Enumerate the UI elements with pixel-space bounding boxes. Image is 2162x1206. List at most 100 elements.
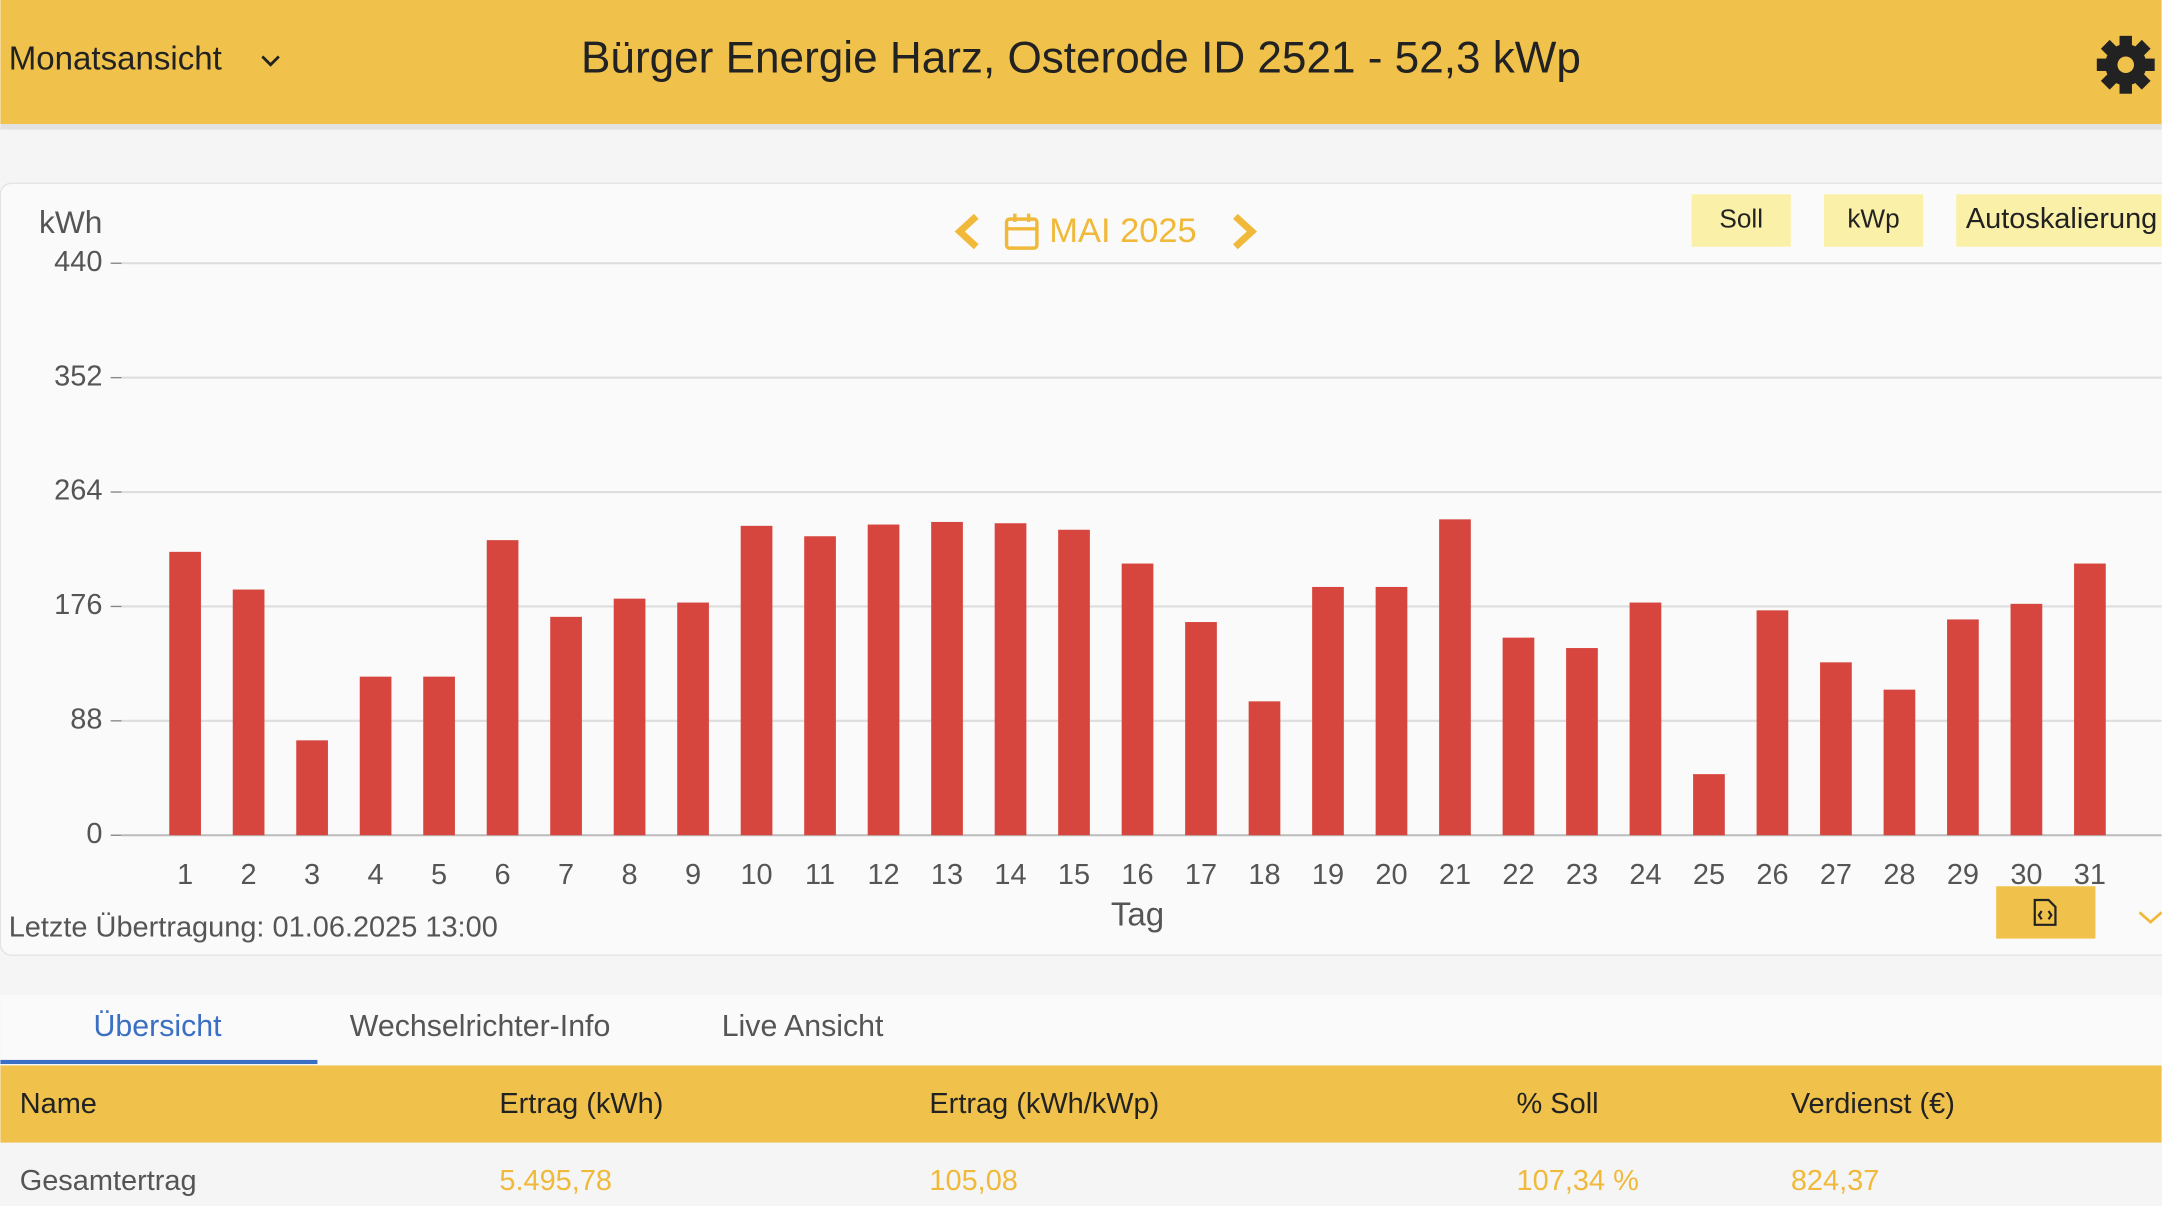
x-axis-label: Tag — [1111, 896, 1164, 933]
x-tick-label: 19 — [1312, 859, 1344, 891]
x-tick-label: 10 — [740, 859, 772, 891]
x-tick-label: 4 — [368, 859, 384, 891]
tab-indicator — [0, 1059, 318, 1065]
bar — [1693, 774, 1725, 836]
bar — [1185, 622, 1217, 836]
x-tick-label: 3 — [304, 859, 320, 891]
x-tick-label: 24 — [1629, 859, 1661, 891]
bar — [804, 536, 836, 836]
page-title: Bürger Energie Harz, Osterode ID 2521 - … — [581, 33, 1581, 82]
export-icon[interactable] — [2033, 898, 2057, 926]
y-axis-label: kWh — [39, 204, 102, 240]
kwp-button[interactable] — [1823, 194, 1924, 247]
tab-live[interactable]: Live Ansicht — [722, 1010, 884, 1043]
x-tick-label: 1 — [177, 859, 193, 891]
prev-month[interactable] — [954, 213, 979, 250]
x-tick-label: 25 — [1693, 859, 1725, 891]
x-tick-label: 13 — [931, 859, 963, 891]
x-tick-label: 18 — [1248, 859, 1280, 891]
y-tick-label: 176 — [54, 589, 102, 621]
period-label[interactable]: MAI 2025 — [1049, 212, 1196, 250]
bar — [1947, 619, 1979, 836]
column-header: % Soll — [1517, 1088, 1599, 1120]
last-transfer: Letzte Übertragung: 01.06.2025 13:00 — [9, 912, 498, 944]
soll-button[interactable] — [1691, 194, 1791, 247]
bar — [550, 616, 582, 836]
app-bar — [0, 0, 2162, 125]
x-tick-label: 30 — [2010, 859, 2042, 891]
export-button[interactable] — [1996, 886, 2096, 939]
autoscale-button-label[interactable]: Autoskalierung — [1966, 203, 2157, 235]
bar — [2074, 563, 2106, 836]
autoscale-button[interactable] — [1956, 194, 2162, 247]
table: Name Ertrag (kWh) Ertrag (kWh/kWp) % Soll Ve… — [20, 1088, 1955, 1197]
x-tick-label: 29 — [1947, 859, 1979, 891]
bar — [1312, 586, 1344, 836]
bar — [1058, 529, 1090, 836]
bar — [1375, 586, 1408, 836]
settings-icon[interactable] — [2096, 35, 2155, 94]
tab-bar — [0, 995, 2162, 1071]
bar — [613, 598, 646, 836]
y-tick-label: 264 — [54, 475, 102, 507]
bar — [296, 740, 328, 836]
y-tick-label: 352 — [54, 360, 102, 392]
bar — [740, 525, 773, 836]
bar — [1566, 648, 1598, 836]
y-tick-label: 0 — [86, 818, 102, 850]
x-tick-label: 9 — [685, 859, 701, 891]
x-tick-label: 7 — [558, 859, 574, 891]
tab-overview[interactable]: Übersicht — [94, 1010, 223, 1043]
x-tick-label: 21 — [1439, 859, 1471, 891]
x-tick-label: 16 — [1121, 859, 1153, 891]
x-tick-label: 11 — [805, 859, 835, 891]
dropdown-chevron[interactable] — [261, 55, 280, 67]
bar — [232, 589, 265, 836]
x-tick-label: 12 — [867, 859, 899, 891]
bar — [423, 676, 455, 836]
table-cell: 5.495,78 — [499, 1165, 612, 1197]
bar — [2010, 603, 2043, 836]
x-tick-label: 5 — [431, 859, 447, 891]
x-tick-label: 26 — [1756, 859, 1788, 891]
soll-button-label[interactable]: Soll — [1719, 203, 1763, 233]
bar — [1248, 701, 1281, 836]
next-month[interactable] — [1233, 213, 1258, 250]
bar — [1756, 610, 1789, 836]
x-tick-label: 20 — [1375, 859, 1407, 891]
column-header: Name — [20, 1088, 97, 1120]
table-cell: 824,37 — [1791, 1165, 1880, 1197]
kwp-button-label[interactable]: kWp — [1847, 203, 1899, 233]
bar — [169, 551, 201, 836]
bar — [359, 676, 392, 836]
table-header — [0, 1065, 2162, 1143]
x-tick-label: 28 — [1883, 859, 1915, 891]
x-tick-label: 22 — [1502, 859, 1534, 891]
bar — [1820, 662, 1852, 836]
x-tick-label: 8 — [622, 859, 638, 891]
x-tick-label: 23 — [1566, 859, 1598, 891]
y-tick-label: 88 — [70, 703, 102, 735]
bar — [1629, 602, 1662, 836]
calendar-icon[interactable] — [1004, 213, 1039, 250]
column-header: Verdienst (€) — [1791, 1088, 1955, 1120]
tab-inverter[interactable]: Wechselrichter-Info — [350, 1010, 611, 1043]
view-selector[interactable]: Monatsansicht — [9, 40, 222, 77]
column-header: Ertrag (kWh) — [499, 1088, 663, 1120]
bar — [994, 523, 1027, 836]
table-cell: Gesamtertrag — [20, 1165, 197, 1197]
table-cell: 107,34 % — [1517, 1165, 1639, 1197]
x-tick-label: 31 — [2074, 859, 2106, 891]
y-tick-label: 440 — [54, 246, 102, 278]
app-bar-shadow — [0, 124, 2162, 130]
expand-chevron[interactable] — [2138, 911, 2162, 924]
bar — [1883, 689, 1916, 836]
gear-hole[interactable] — [2117, 56, 2135, 74]
x-tick-label: 2 — [241, 859, 257, 891]
x-tick-label: 27 — [1820, 859, 1852, 891]
x-tick-label: 15 — [1058, 859, 1090, 891]
bar — [1121, 563, 1154, 836]
bar — [1502, 637, 1535, 836]
